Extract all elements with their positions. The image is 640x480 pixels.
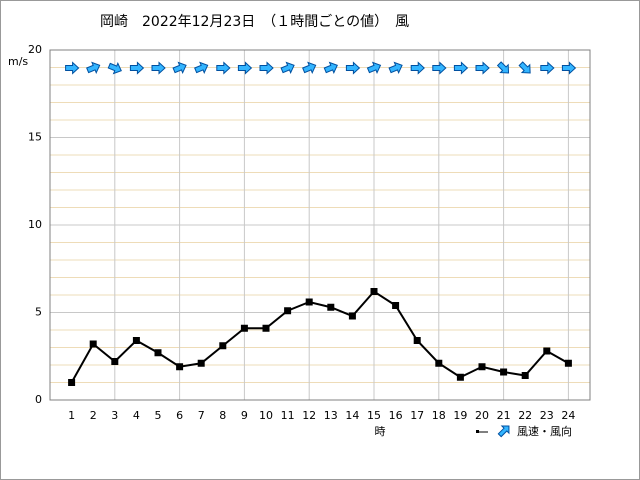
wind-arrow <box>475 61 490 75</box>
wind-arrow <box>540 61 555 75</box>
point <box>413 337 421 344</box>
wind-arrow <box>151 61 166 75</box>
point <box>262 324 270 332</box>
x-tick-label: 1 <box>68 409 75 422</box>
point <box>176 363 184 371</box>
legend-marker <box>476 430 479 433</box>
wind-arrow <box>561 61 577 75</box>
x-tick-label: 21 <box>497 409 511 422</box>
plot-border <box>49 49 591 401</box>
x-tick-label: 7 <box>198 409 205 422</box>
y-tick-label: 5 <box>35 306 42 319</box>
wind-arrow <box>216 61 231 75</box>
point <box>284 307 292 315</box>
wind-arrow <box>172 61 187 74</box>
x-tick-label: 14 <box>345 409 359 422</box>
x-tick-label: 2 <box>90 409 97 422</box>
wind-arrow <box>432 61 447 75</box>
wind-arrow <box>65 61 80 75</box>
x-tick-label: 4 <box>133 409 140 422</box>
wind-arrow <box>323 61 338 74</box>
x-tick-label: 17 <box>410 409 424 422</box>
y-tick-label: 0 <box>35 393 42 406</box>
point <box>370 288 378 295</box>
point <box>154 349 162 357</box>
wind-arrow <box>302 61 317 74</box>
x-tick-label: 9 <box>241 409 248 422</box>
point <box>348 312 356 320</box>
wind-arrow <box>518 61 531 74</box>
point <box>456 373 464 381</box>
wind-arrow <box>496 61 510 74</box>
y-tick-label: 20 <box>28 43 42 56</box>
y-tick-label: 15 <box>28 131 42 144</box>
x-tick-label: 24 <box>561 409 575 422</box>
point <box>435 359 443 367</box>
wind-arrow <box>259 61 274 75</box>
x-tick-label: 6 <box>176 409 183 422</box>
point <box>89 340 97 348</box>
series-line <box>70 290 569 383</box>
x-tick-label: 12 <box>302 409 316 422</box>
wind-arrow <box>280 61 295 74</box>
point <box>305 298 313 306</box>
x-tick-label: 8 <box>219 409 226 422</box>
wind-arrow <box>129 61 145 75</box>
x-tick-label: 16 <box>389 409 403 422</box>
wind-arrow <box>107 62 122 75</box>
point <box>327 303 335 311</box>
point <box>68 379 76 386</box>
wind-arrow <box>194 61 209 74</box>
chart-title: 岡崎 2022年12月23日 （１時間ごとの値） 風 <box>100 14 409 30</box>
x-tick-label: 5 <box>155 409 162 422</box>
legend-arrow <box>497 425 510 438</box>
x-tick-label: 23 <box>540 409 554 422</box>
wind-arrow <box>388 61 403 74</box>
x-tick-label: 13 <box>324 409 338 422</box>
x-tick-label: 18 <box>432 409 446 422</box>
x-tick-label: 22 <box>518 409 532 422</box>
wind-arrow <box>237 61 253 75</box>
point <box>111 358 119 365</box>
point <box>500 368 508 376</box>
y-axis-label: m/s <box>8 55 28 68</box>
point <box>392 302 400 309</box>
y-tick-label: 10 <box>28 218 42 231</box>
point <box>197 359 205 367</box>
point <box>543 347 551 355</box>
x-tick-label: 11 <box>281 409 295 422</box>
wind-arrow <box>410 61 425 75</box>
legend: 風速・風向 <box>476 424 572 438</box>
point <box>478 363 486 371</box>
point <box>132 337 140 344</box>
legend-label: 風速・風向 <box>517 424 572 438</box>
x-tick-label: 3 <box>111 409 118 422</box>
x-axis-label: 時 <box>375 425 386 438</box>
wind-arrow <box>345 61 361 75</box>
wind-arrow <box>86 61 101 74</box>
x-tick-label: 19 <box>453 409 467 422</box>
x-tick-label: 20 <box>475 409 489 422</box>
x-tick-label: 15 <box>367 409 381 422</box>
point <box>521 372 529 379</box>
point <box>564 359 572 367</box>
wind-arrow <box>366 61 382 74</box>
wind-arrow <box>453 61 469 75</box>
point <box>219 342 227 350</box>
x-tick-label: 10 <box>259 409 273 422</box>
point <box>240 324 248 332</box>
